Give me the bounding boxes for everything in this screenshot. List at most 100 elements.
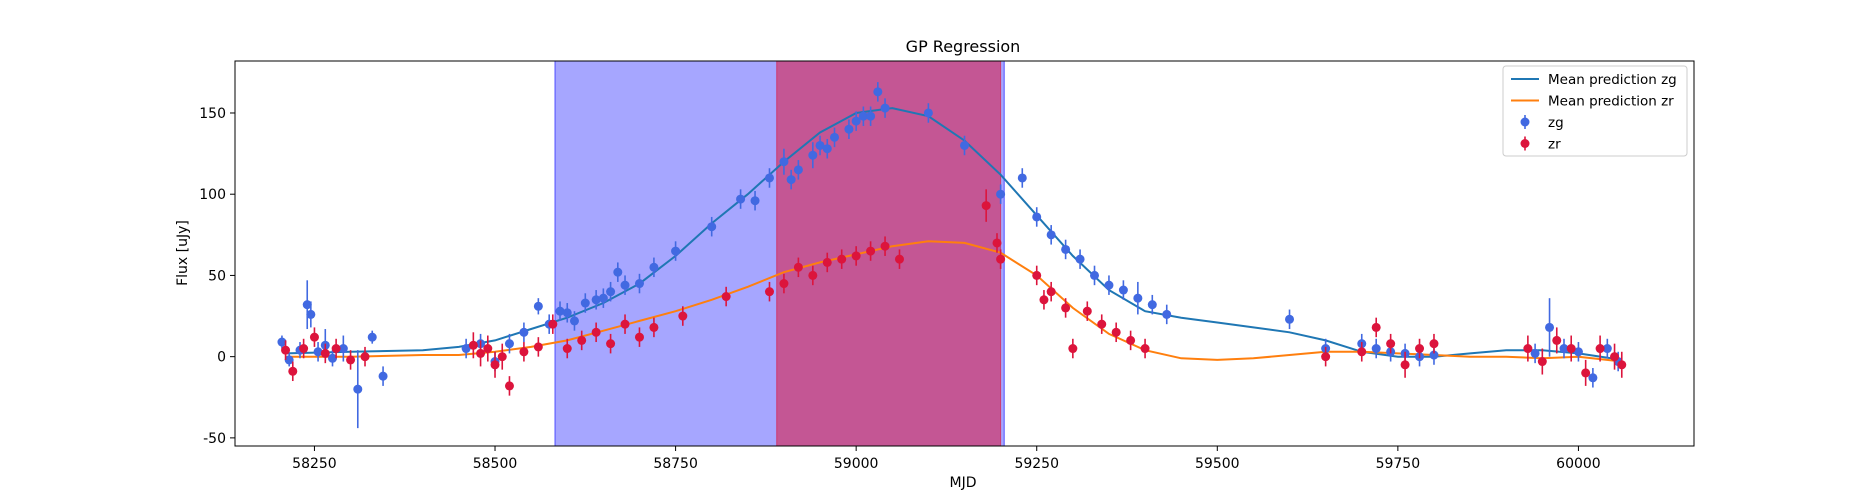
data-point: [277, 337, 287, 347]
data-point: [299, 344, 309, 354]
y-axis-label: Flux [uJy]: [175, 220, 191, 286]
data-point: [331, 344, 341, 354]
legend-label: zr: [1548, 137, 1561, 153]
legend-label: Mean prediction zr: [1548, 94, 1674, 110]
data-point: [671, 246, 681, 256]
data-point: [736, 194, 746, 204]
x-tick-label: 60000: [1556, 456, 1601, 472]
data-point: [461, 344, 471, 354]
data-point: [764, 287, 774, 297]
data-point: [353, 384, 363, 394]
data-point: [1032, 212, 1042, 222]
shaded-region-1: [776, 60, 1002, 447]
data-point: [548, 319, 558, 329]
data-point: [634, 332, 644, 342]
x-tick-label: 58500: [473, 456, 518, 472]
data-point: [519, 347, 529, 357]
data-point: [1602, 344, 1612, 354]
data-point: [894, 254, 904, 264]
data-point: [996, 254, 1006, 264]
data-point: [598, 293, 608, 303]
data-point: [1530, 348, 1540, 358]
data-point: [1068, 344, 1078, 354]
data-point: [678, 311, 688, 321]
data-point: [1061, 244, 1071, 254]
data-point: [1523, 344, 1533, 354]
data-point: [822, 144, 832, 154]
data-point: [569, 316, 579, 326]
data-point: [793, 262, 803, 272]
data-point: [1588, 373, 1598, 383]
plot-frame: [234, 60, 1695, 447]
x-axis: 58250 58500 58750 59000 59250 59500 59750 60000: [292, 446, 1601, 472]
data-point: [346, 355, 356, 365]
data-point: [923, 108, 933, 118]
data-point: [1429, 350, 1439, 360]
data-point: [1097, 319, 1107, 329]
x-tick-label: 59750: [1376, 456, 1421, 472]
x-tick-label: 59500: [1195, 456, 1240, 472]
data-point: [1075, 254, 1085, 264]
data-point: [519, 327, 529, 337]
data-point: [1371, 344, 1381, 354]
data-point: [634, 279, 644, 289]
data-point: [288, 366, 298, 376]
data-point: [880, 103, 890, 113]
data-point: [992, 238, 1002, 248]
data-point: [1386, 339, 1396, 349]
data-point: [873, 87, 883, 97]
data-point: [1032, 270, 1042, 280]
data-point: [844, 124, 854, 134]
data-point: [313, 347, 323, 357]
x-axis-label: MJD: [950, 475, 977, 491]
data-point: [533, 342, 543, 352]
data-point: [1046, 287, 1056, 297]
data-point: [808, 270, 818, 280]
data-point: [1104, 280, 1114, 290]
data-point: [562, 344, 572, 354]
data-point: [591, 295, 601, 305]
y-tick-label: 100: [199, 187, 226, 203]
data-point: [1017, 173, 1027, 183]
data-point: [793, 165, 803, 175]
data-point: [1285, 314, 1295, 324]
x-tick-label: 59250: [1014, 456, 1059, 472]
data-point: [960, 140, 969, 150]
data-point: [1082, 306, 1092, 316]
data-point: [533, 301, 543, 311]
legend-box: [1502, 65, 1688, 157]
data-point: [1537, 357, 1547, 367]
data-point: [360, 352, 370, 362]
data-point: [606, 339, 616, 349]
data-point: [1573, 347, 1583, 357]
data-point: [1133, 293, 1143, 303]
data-point: [1140, 344, 1150, 354]
data-point: [851, 116, 861, 126]
x-tick-label: 59000: [834, 456, 879, 472]
data-point: [837, 254, 847, 264]
data-point: [1595, 344, 1605, 354]
x-tick-label: 58750: [653, 456, 698, 472]
data-point: [1545, 322, 1555, 332]
data-point: [1090, 270, 1100, 280]
data-point: [504, 381, 514, 391]
chart-title: GP Regression: [906, 37, 1021, 56]
x-tick-label: 58250: [292, 456, 337, 472]
data-point: [504, 339, 514, 349]
data-point: [591, 327, 601, 337]
data-point: [1610, 352, 1620, 362]
data-point: [1321, 352, 1331, 362]
data-point: [1552, 335, 1562, 345]
data-point: [378, 371, 388, 381]
data-point: [707, 222, 717, 232]
data-point: [476, 348, 486, 358]
data-point: [309, 332, 319, 342]
data-point: [302, 300, 312, 310]
data-point: [497, 352, 507, 362]
data-point: [866, 111, 876, 121]
data-point: [1581, 368, 1591, 378]
legend-label: zg: [1548, 115, 1564, 131]
data-point: [1162, 309, 1172, 319]
y-tick-label: -50: [203, 431, 226, 447]
